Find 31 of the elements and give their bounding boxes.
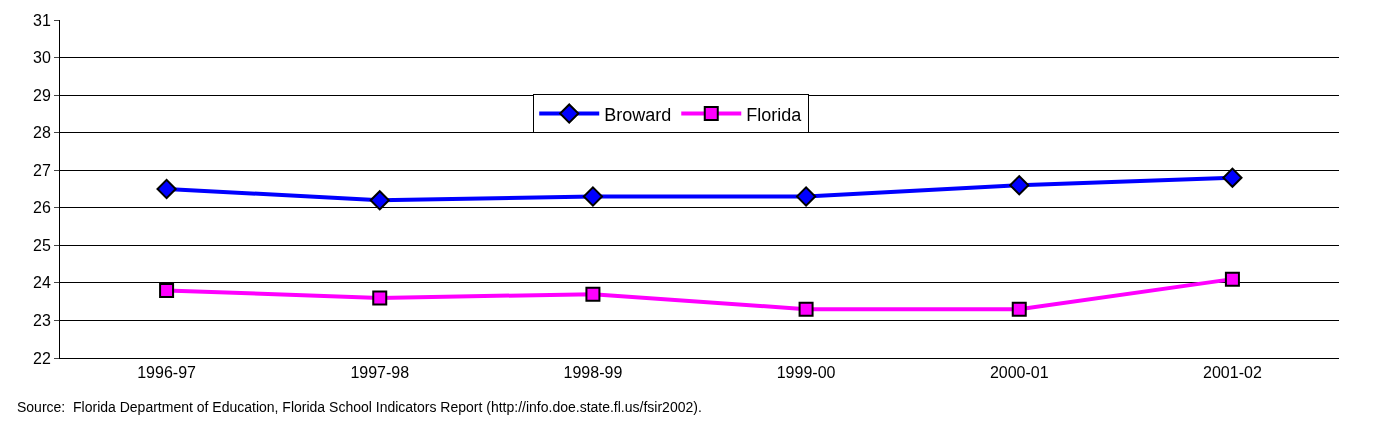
point bbox=[1011, 301, 1027, 317]
x-tick-label: 2001-02 bbox=[1203, 364, 1262, 382]
y-tick-label: 27 bbox=[33, 161, 51, 179]
point bbox=[1222, 167, 1243, 188]
point bbox=[369, 190, 390, 211]
point bbox=[1224, 271, 1240, 287]
x-tick-label: 1998-99 bbox=[563, 364, 623, 382]
y-tick-label: 24 bbox=[33, 274, 51, 292]
y-tick-label: 26 bbox=[33, 199, 51, 217]
legend-label: Florida bbox=[746, 104, 803, 125]
source-note: Source: Florida Department of Education, Florida School Indicators Report (http://info.doe.state.fl.us/fsir2002). bbox=[17, 399, 702, 415]
legend-label: Broward bbox=[604, 104, 672, 125]
point bbox=[582, 186, 604, 207]
y-tick-label: 29 bbox=[33, 86, 51, 104]
y-tick-label: 25 bbox=[33, 236, 51, 254]
y-tick-label: 30 bbox=[33, 49, 51, 67]
point bbox=[372, 290, 388, 306]
point bbox=[1009, 175, 1030, 196]
point bbox=[795, 186, 817, 207]
x-tick-label: 2000-01 bbox=[989, 364, 1049, 382]
point bbox=[798, 301, 814, 317]
x-tick-label: 1997-98 bbox=[350, 364, 410, 382]
y-tick-label: 28 bbox=[33, 124, 51, 142]
x-tick-label: 1996-97 bbox=[137, 364, 197, 382]
y-tick-label: 23 bbox=[33, 312, 51, 330]
point bbox=[159, 282, 175, 298]
y-tick-label: 22 bbox=[33, 349, 51, 367]
x-tick-label: 1999-00 bbox=[776, 364, 836, 382]
y-tick-label: 31 bbox=[33, 11, 51, 29]
point bbox=[585, 286, 601, 302]
point bbox=[156, 178, 177, 200]
